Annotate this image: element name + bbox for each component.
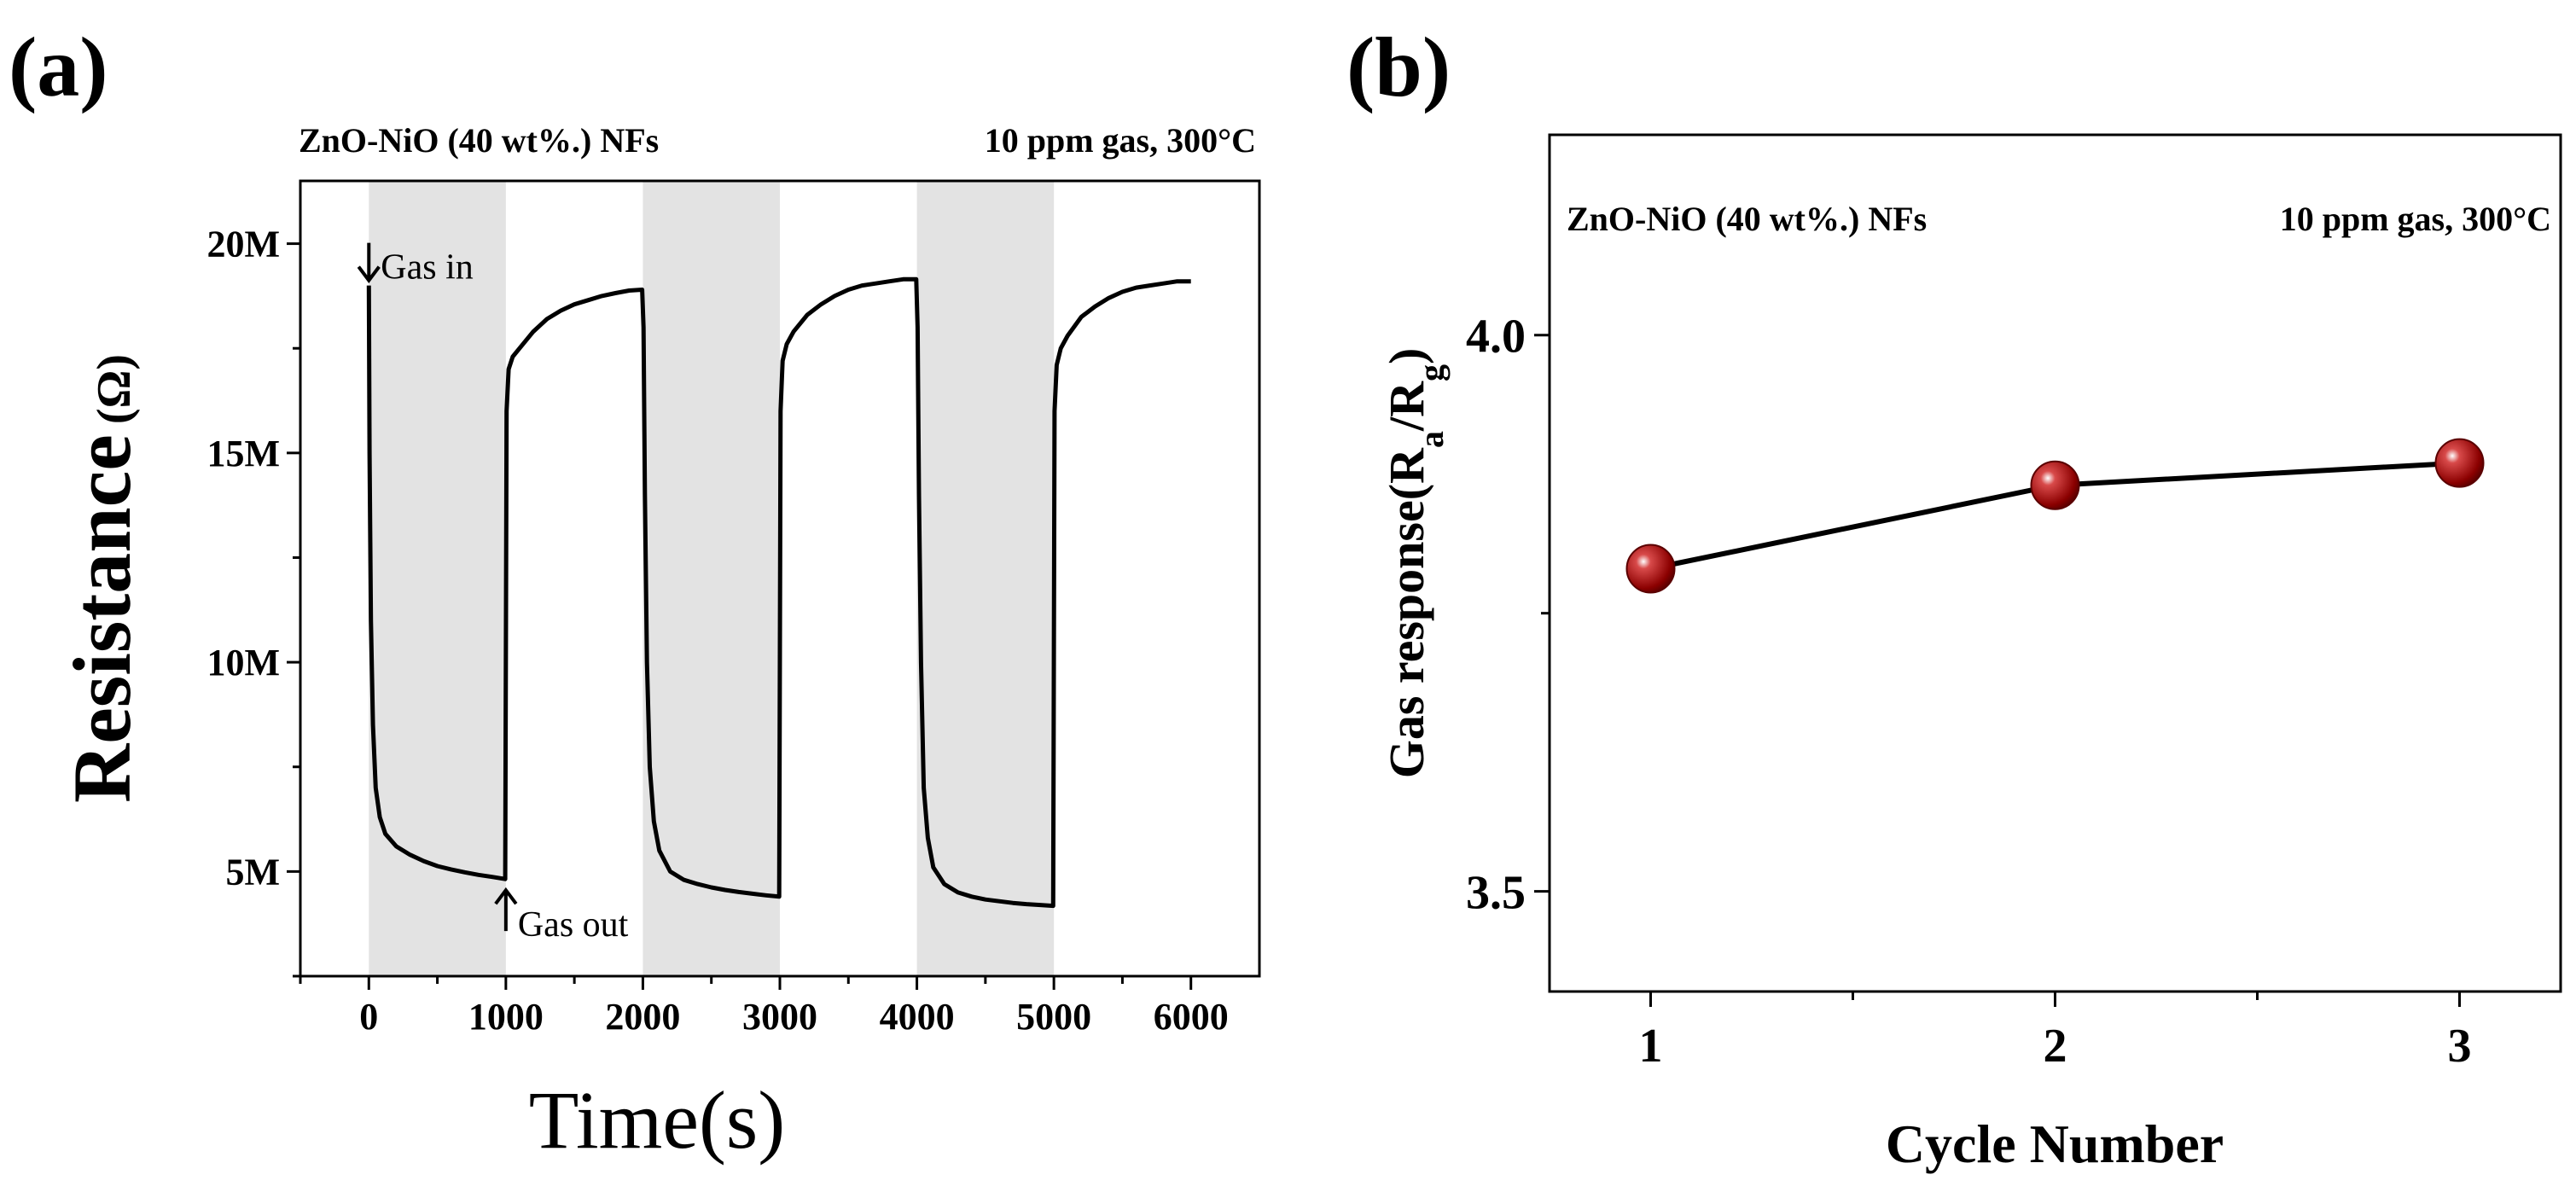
gas-on-interval-1 xyxy=(369,181,506,976)
y-tick-label: 5M xyxy=(225,851,280,893)
panel-b-y-label-end: ) xyxy=(1379,348,1434,364)
panel-a-y-axis-label-text: Resistance xyxy=(56,434,148,803)
panel-b-y-label-sub-a: a xyxy=(1412,431,1451,448)
panel-a-y-axis-label: Resistance (Ω) xyxy=(56,354,148,803)
x-tick-label: 0 xyxy=(359,996,378,1038)
y-tick-label: 4.0 xyxy=(1466,311,1526,363)
panel-b: (b) ZnO-NiO (40 wt%.) NFs 10 ppm gas, 30… xyxy=(1346,20,2562,1174)
panel-b-axis-ticks: 1 2 3 3.5 4.0 xyxy=(1466,311,2472,1073)
gas-out-annotation: Gas out xyxy=(518,905,629,945)
x-tick-label: 1 xyxy=(1639,1020,1663,1073)
x-tick-label: 2 xyxy=(2044,1020,2067,1073)
data-point-cycle-1 xyxy=(1625,544,1676,594)
gas-on-interval-2 xyxy=(643,181,780,976)
gas-out-arrow-icon xyxy=(494,887,518,932)
y-tick-label: 15M xyxy=(206,433,280,474)
panel-a-y-axis-unit: (Ω) xyxy=(88,354,141,424)
panel-b-data-points xyxy=(1625,438,2485,594)
panel-b-header-left: ZnO-NiO (40 wt%.) NFs xyxy=(1567,200,1927,238)
panel-b-header-right: 10 ppm gas, 300°C xyxy=(2280,200,2551,238)
panel-a-x-axis-label: Time(s) xyxy=(529,1074,786,1166)
panel-b-y-label-mid: /R xyxy=(1379,381,1434,432)
panel-a-label: (a) xyxy=(9,20,108,114)
y-tick-label: 20M xyxy=(206,224,280,265)
data-point-cycle-2 xyxy=(2030,460,2080,510)
gas-in-arrow-icon xyxy=(357,242,381,283)
panel-a-axis-ticks: 0 1000 2000 3000 4000 5000 6000 5M 10M 15M 20M xyxy=(206,224,1228,1038)
panel-a-header-left: ZnO-NiO (40 wt%.) NFs xyxy=(299,121,659,160)
panel-b-x-axis-label: Cycle Number xyxy=(1886,1114,2224,1174)
panel-b-plot-frame xyxy=(1548,133,2562,993)
x-tick-label: 1000 xyxy=(468,996,544,1038)
panel-b-y-label-sub-g: g xyxy=(1412,364,1451,381)
gas-on-interval-3 xyxy=(916,181,1055,976)
x-tick-label: 3000 xyxy=(742,996,817,1038)
panel-a-header-right: 10 ppm gas, 300°C xyxy=(985,121,1256,160)
x-tick-label: 3 xyxy=(2448,1020,2472,1073)
panel-a-gas-on-intervals xyxy=(369,181,1055,976)
panel-b-y-axis-label: Gas response(Ra/Rg) xyxy=(1379,348,1451,779)
x-tick-label: 5000 xyxy=(1016,996,1091,1038)
gas-in-annotation: Gas in xyxy=(381,248,474,288)
panel-a-resistance-line xyxy=(366,276,1191,909)
panel-b-label: (b) xyxy=(1346,20,1451,114)
x-tick-label: 2000 xyxy=(605,996,680,1038)
panel-b-y-label-main: Gas response(R xyxy=(1379,447,1434,778)
panel-a: (a) ZnO-NiO (40 wt%.) NFs 10 ppm gas, 30… xyxy=(9,20,1261,1166)
x-tick-label: 6000 xyxy=(1154,996,1229,1038)
data-point-cycle-3 xyxy=(2434,438,2485,488)
x-tick-label: 4000 xyxy=(880,996,955,1038)
y-tick-label: 10M xyxy=(206,642,280,683)
y-tick-label: 3.5 xyxy=(1466,867,1526,920)
